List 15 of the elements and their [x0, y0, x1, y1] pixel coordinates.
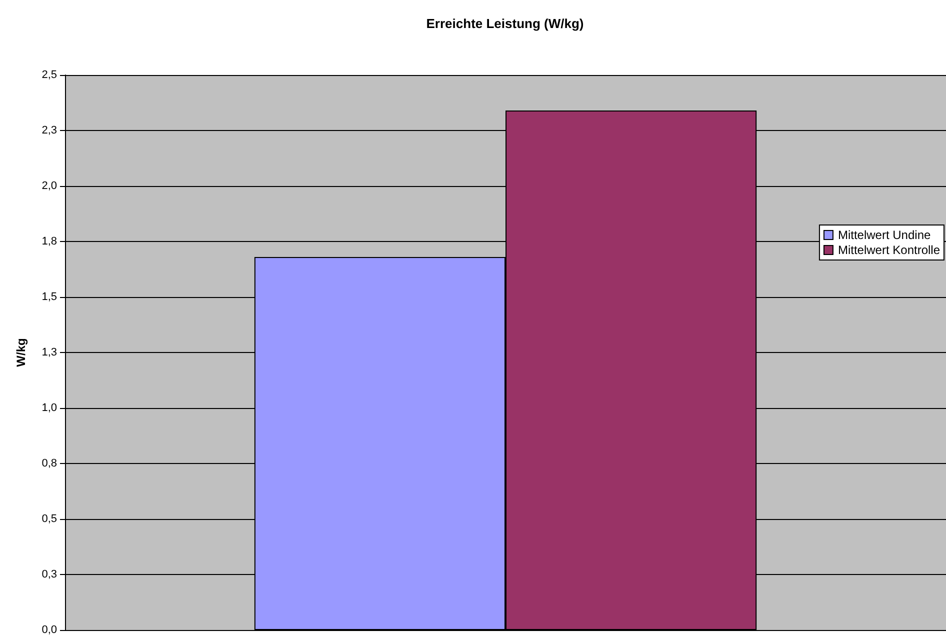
y-axis-title: W/kg: [14, 338, 28, 367]
y-tick-label: 0,5: [42, 513, 57, 525]
y-tick-label: 1,3: [42, 346, 57, 358]
chart-title: Erreichte Leistung (W/kg): [426, 16, 584, 31]
legend-label: Mittelwert Undine: [838, 228, 931, 242]
legend-label: Mittelwert Kontrolle: [838, 243, 940, 257]
y-tick-label: 0,8: [42, 458, 57, 470]
y-tick-label: 2,5: [42, 69, 57, 81]
y-tick-label: 2,0: [42, 180, 57, 192]
y-tick-label: 1,5: [42, 291, 57, 303]
y-tick-label: 0,3: [42, 568, 57, 580]
y-tick-label: 1,0: [42, 402, 57, 414]
y-tick-label: 1,8: [42, 236, 57, 248]
y-tick-label: 2,3: [42, 124, 57, 136]
y-tick-label: 0,0: [42, 624, 57, 636]
